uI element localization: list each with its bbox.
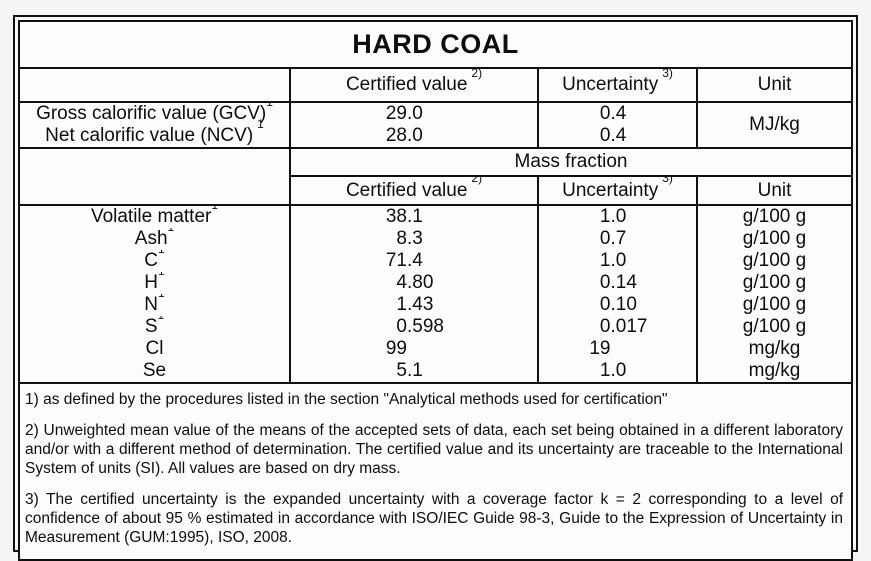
certified-value: 1.43 (289, 294, 539, 316)
unit-value: mg/kg (696, 360, 853, 383)
table-row-sulfur: S1 0.598 0.017 g/100 g (18, 316, 853, 338)
element-label: Ash1 (18, 228, 291, 250)
table-row-selenium: Se 5.1 1.0 mg/kg (18, 360, 853, 383)
calorific-labels-cell: Gross calorific value (GCV)1 Net calorif… (18, 101, 291, 149)
unit-value: g/100 g (696, 228, 853, 250)
element-label: N1 (18, 294, 291, 316)
uncertainty-value: 1.0 (537, 360, 698, 383)
ncv-uncertainty: 0.4 (599, 125, 627, 146)
calorific-uncertainty-cell: 0.4 0.4 (537, 101, 698, 149)
unit-value: g/100 g (696, 205, 853, 228)
certified-value: 99 (289, 338, 539, 360)
table-row-ash: Ash1 8.3 0.7 g/100 g (18, 228, 853, 250)
uncertainty-value: 0.10 (537, 294, 698, 316)
footnote-ref-1: 1 (211, 205, 218, 212)
certificate-document-frame: HARD COAL Certified value2) Uncertainty3… (13, 15, 858, 561)
header-row-calorific: Certified value2) Uncertainty3) Unit (18, 67, 853, 103)
calorific-certified-values-cell: 29.0 28.0 (289, 101, 539, 149)
uncertainty-value: 0.7 (537, 228, 698, 250)
element-label: Volatile matter1 (18, 205, 291, 228)
certified-values-table: HARD COAL Certified value2) Uncertainty3… (18, 20, 853, 384)
footnote-ref-2: 2) (471, 176, 483, 186)
footnote-2: 2) Unweighted mean value of the means of… (25, 422, 843, 477)
table-row-hydrogen: H1 4.80 0.14 g/100 g (18, 272, 853, 294)
table-row-volatile-matter: Volatile matter1 38.1 1.0 g/100 g (18, 205, 853, 228)
certified-value: 5.1 (289, 360, 539, 383)
footnote-ref-1: 1 (266, 104, 273, 109)
column-header-certified-value-label: Certified value (345, 179, 468, 201)
unit-value: mg/kg (696, 338, 853, 360)
footnote-ref-1: 1 (158, 272, 165, 278)
empty-spanning-cell (18, 147, 291, 206)
footnote-ref-1: 1 (158, 294, 165, 300)
uncertainty-value: 0.017 (537, 316, 698, 338)
header-row-mass-fraction: Certified value2) Uncertainty3) Unit (19, 175, 853, 206)
element-label: S1 (18, 316, 291, 338)
uncertainty-value: 1.0 (537, 205, 698, 228)
uncertainty-value: 0.14 (537, 272, 698, 294)
uncertainty-value: 1.0 (537, 250, 698, 272)
footnote-ref-2: 2) (471, 68, 483, 80)
gcv-value: 29.0 (385, 103, 423, 124)
unit-value: g/100 g (696, 250, 853, 272)
unit-value: g/100 g (696, 294, 853, 316)
footnotes-section: 1) as defined by the procedures listed i… (18, 384, 853, 561)
column-header-uncertainty-label: Uncertainty (562, 74, 659, 95)
calorific-unit: MJ/kg (696, 101, 853, 149)
footnote-ref-3: 3) (662, 68, 673, 80)
element-label: Cl (18, 338, 291, 360)
column-header-unit: Unit (696, 175, 853, 206)
uncertainty-value: 19 (537, 338, 698, 360)
element-label: Se (18, 360, 291, 383)
column-header-certified-value-label: Certified value (345, 74, 468, 95)
footnote-1: 1) as defined by the procedures listed i… (25, 391, 668, 408)
element-label: C1 (18, 250, 291, 272)
column-header-certified-value: Certified value2) (289, 175, 539, 206)
document-title: HARD COAL (18, 20, 853, 69)
footnote-ref-3: 3) (662, 176, 673, 186)
certified-value: 38.1 (289, 205, 539, 228)
certified-value: 0.598 (289, 316, 539, 338)
footnote-ref-1: 1 (158, 316, 165, 322)
calorific-values-row: Gross calorific value (GCV)1 Net calorif… (18, 101, 853, 149)
column-header-uncertainty-label: Uncertainty (562, 179, 659, 201)
gcv-label: Gross calorific value (GCV)1 (21, 104, 288, 125)
table-row-chlorine: Cl 99 19 mg/kg (18, 338, 853, 360)
footnote-ref-1: 1 (158, 250, 165, 256)
ncv-value: 28.0 (385, 125, 423, 146)
gcv-uncertainty: 0.4 (599, 103, 627, 124)
column-header-unit: Unit (696, 67, 853, 103)
footnote-ref-1: 1 (257, 116, 264, 131)
mass-fraction-header-row: Mass fraction (18, 147, 853, 206)
column-header-uncertainty: Uncertainty3) (537, 175, 698, 206)
column-header-certified-value: Certified value2) (289, 67, 539, 103)
unit-value: g/100 g (696, 272, 853, 294)
title-row: HARD COAL (18, 20, 853, 69)
ncv-label: Net calorific value (NCV)1 (45, 116, 264, 146)
footnote-3: 3) The certified uncertainty is the expa… (25, 491, 843, 546)
footnote-ref-1: 1 (168, 228, 175, 234)
column-header-uncertainty: Uncertainty3) (537, 67, 698, 103)
table-row-nitrogen: N1 1.43 0.10 g/100 g (18, 294, 853, 316)
empty-header-cell (18, 67, 291, 103)
certified-value: 8.3 (289, 228, 539, 250)
certified-value: 71.4 (289, 250, 539, 272)
table-row-carbon: C1 71.4 1.0 g/100 g (18, 250, 853, 272)
unit-value: g/100 g (696, 316, 853, 338)
certified-value: 4.80 (289, 272, 539, 294)
mass-fraction-section-header: Mass fraction (289, 147, 853, 177)
element-label: H1 (18, 272, 291, 294)
